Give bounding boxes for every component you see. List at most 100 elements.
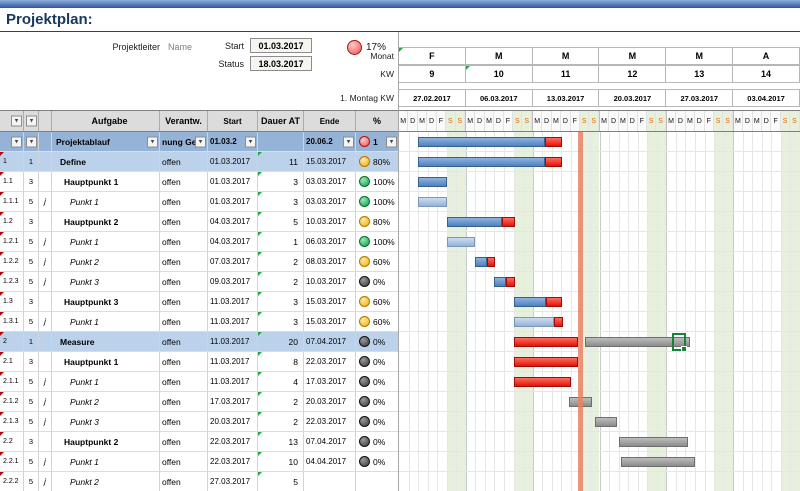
cell-start[interactable]: 11.03.2017: [208, 372, 258, 391]
filter-dropdown-button[interactable]: ▾: [245, 136, 256, 147]
cell-verantwortlich[interactable]: offen: [160, 392, 208, 411]
cell-prozent[interactable]: 0%: [356, 452, 398, 471]
cell-flag[interactable]: [39, 292, 52, 311]
cell-verantwortlich[interactable]: offen: [160, 192, 208, 211]
cell-dauer[interactable]: 2: [258, 392, 304, 411]
cell-prozent[interactable]: 60%: [356, 292, 398, 311]
cell-prozent[interactable]: 0%: [356, 412, 398, 431]
cell-prozent[interactable]: 0%: [356, 352, 398, 371]
cell-flag[interactable]: j: [39, 192, 52, 211]
cell-verantwortlich[interactable]: offen: [160, 432, 208, 451]
cell-prozent[interactable]: 0%: [356, 392, 398, 411]
cell-dauer[interactable]: 13: [258, 432, 304, 451]
cell-verantwortlich[interactable]: offen: [160, 452, 208, 471]
cell-prozent[interactable]: 0%: [356, 332, 398, 351]
column-header-p[interactable]: P ▾: [0, 111, 24, 131]
cell-level[interactable]: 1: [24, 152, 39, 171]
cell-prozent[interactable]: 60%: [356, 252, 398, 271]
cell-level[interactable]: 5: [24, 392, 39, 411]
cell-flag[interactable]: [39, 152, 52, 171]
column-header-level[interactable]: ▾: [24, 111, 39, 131]
cell-aufgabe[interactable]: Punkt 2: [52, 392, 160, 411]
cell-flag[interactable]: j: [39, 252, 52, 271]
cell-prozent[interactable]: 80%: [356, 212, 398, 231]
filter-dropdown-button[interactable]: ▾: [343, 136, 354, 147]
cell-dauer[interactable]: 11: [258, 152, 304, 171]
cell-ende[interactable]: 03.03.2017: [304, 192, 356, 211]
cell-ende[interactable]: 15.03.2017: [304, 312, 356, 331]
cell-ende[interactable]: 22.03.2017: [304, 352, 356, 371]
cell-aufgabe[interactable]: Hauptpunkt 1: [52, 172, 160, 191]
autofilter-dropdown[interactable]: ▾: [26, 115, 37, 127]
cell-index[interactable]: 1.1: [0, 172, 24, 191]
cell-dauer[interactable]: 2: [258, 412, 304, 431]
cell-flag[interactable]: j: [39, 372, 52, 391]
cell-aufgabe[interactable]: Hauptpunkt 2: [52, 432, 160, 451]
cell-aufgabe[interactable]: Punkt 1: [52, 312, 160, 331]
cell-level[interactable]: 5: [24, 192, 39, 211]
cell-verantwortlich[interactable]: offen: [160, 252, 208, 271]
cell-dauer[interactable]: 5: [258, 212, 304, 231]
column-header-flag[interactable]: [39, 111, 52, 131]
cell-flag[interactable]: [39, 332, 52, 351]
cell-dauer[interactable]: 4: [258, 372, 304, 391]
cell-prozent[interactable]: 100%: [356, 172, 398, 191]
start-date-field[interactable]: 01.03.2017: [250, 38, 312, 53]
cell-dauer[interactable]: 3: [258, 312, 304, 331]
cell-ende[interactable]: 15.03.2017: [304, 292, 356, 311]
cell-ende[interactable]: 07.04.2017: [304, 332, 356, 351]
cell-ende[interactable]: 10.03.2017: [304, 212, 356, 231]
cell-start[interactable]: 09.03.2017: [208, 272, 258, 291]
column-header-ende[interactable]: Ende: [304, 111, 356, 131]
cell-level[interactable]: 5: [24, 472, 39, 491]
cell-verantwortlich[interactable]: offen: [160, 272, 208, 291]
cell-aufgabe[interactable]: Projektablauf ▾: [52, 132, 160, 151]
cell-aufgabe[interactable]: Measure: [52, 332, 160, 351]
cell-index[interactable]: 2.2: [0, 432, 24, 451]
cell-aufgabe[interactable]: Hauptpunkt 3: [52, 292, 160, 311]
cell-start[interactable]: 11.03.2017: [208, 312, 258, 331]
cell-prozent[interactable]: 0%: [356, 272, 398, 291]
cell-index[interactable]: 1.2: [0, 212, 24, 231]
cell-aufgabe[interactable]: Punkt 2: [52, 472, 160, 491]
filter-dropdown-button[interactable]: ▾: [147, 136, 158, 147]
cell-aufgabe[interactable]: Punkt 1: [52, 452, 160, 471]
cell-prozent[interactable]: 80%: [356, 152, 398, 171]
cell-start[interactable]: 27.03.2017: [208, 472, 258, 491]
cell-start[interactable]: 01.03.2017: [208, 152, 258, 171]
cell-level[interactable]: 5: [24, 312, 39, 331]
cell-aufgabe[interactable]: Hauptpunkt 1: [52, 352, 160, 371]
cell-prozent[interactable]: [356, 472, 398, 491]
cell-start[interactable]: 01.03.2 ▾: [208, 132, 258, 151]
cell-index[interactable]: 1: [0, 152, 24, 171]
cell-index[interactable]: 1.2.3: [0, 272, 24, 291]
cell-level[interactable]: 3: [24, 352, 39, 371]
cell-prozent[interactable]: 0%: [356, 432, 398, 451]
cell-dauer[interactable]: [258, 132, 304, 151]
cell-flag[interactable]: j: [39, 232, 52, 251]
cell-prozent[interactable]: 0%: [356, 372, 398, 391]
cell-aufgabe[interactable]: Punkt 1: [52, 192, 160, 211]
cell-index[interactable]: 2.1.1: [0, 372, 24, 391]
filter-dropdown-button[interactable]: ▾: [386, 136, 397, 147]
cell-start[interactable]: 11.03.2017: [208, 292, 258, 311]
cell-dauer[interactable]: 1: [258, 232, 304, 251]
cell-verantwortlich[interactable]: offen: [160, 152, 208, 171]
column-header-start[interactable]: Start: [208, 111, 258, 131]
cell-ende[interactable]: 03.03.2017: [304, 172, 356, 191]
cell-ende[interactable]: 22.03.2017: [304, 412, 356, 431]
projektleiter-value[interactable]: Name: [168, 42, 193, 52]
cell-ende[interactable]: [304, 472, 356, 491]
cell-verantwortlich[interactable]: offen: [160, 312, 208, 331]
cell-ende[interactable]: 06.03.2017: [304, 232, 356, 251]
cell-index[interactable]: 2.1.3: [0, 412, 24, 431]
autofilter-dropdown[interactable]: ▾: [11, 115, 22, 127]
cell-start[interactable]: 04.03.2017: [208, 212, 258, 231]
cell-level[interactable]: 3: [24, 172, 39, 191]
cell-aufgabe[interactable]: Punkt 1: [52, 372, 160, 391]
column-header-dauer[interactable]: Dauer AT: [258, 111, 304, 131]
cell-dauer[interactable]: 20: [258, 332, 304, 351]
cell-ende[interactable]: 08.03.2017: [304, 252, 356, 271]
cell-ende[interactable]: 20.06.2 ▾: [304, 132, 356, 151]
cell-index[interactable]: 2.1: [0, 352, 24, 371]
